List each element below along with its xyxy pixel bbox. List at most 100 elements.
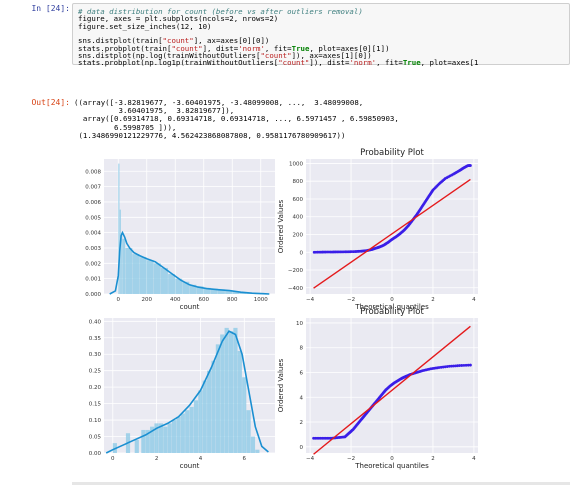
qq-point	[424, 368, 428, 372]
qq-point	[414, 214, 418, 218]
y-tick-label: 0.20	[89, 385, 102, 391]
y-tick-label: 0.005	[85, 215, 101, 221]
qq-point	[434, 366, 438, 370]
code-token: stats.probplot(train[	[78, 43, 172, 53]
y-tick-label: 10	[296, 321, 303, 327]
qq-point	[429, 367, 433, 371]
x-tick-label: 1000	[254, 297, 268, 303]
y-tick-label: 0.30	[89, 352, 102, 358]
qq-point	[389, 384, 393, 387]
qq-point	[359, 418, 363, 421]
qq-point	[389, 238, 393, 242]
qq-point	[312, 436, 315, 440]
histogram-bar	[171, 420, 177, 453]
qq-point	[452, 364, 455, 368]
qq-point	[436, 183, 440, 187]
qq-point	[332, 436, 336, 440]
qq-point	[342, 435, 346, 439]
qq-point	[448, 174, 452, 178]
qq-point	[406, 225, 409, 228]
plot-area	[306, 318, 478, 453]
qq-point	[366, 410, 370, 414]
histogram-bar	[246, 410, 251, 453]
qq-point	[429, 191, 433, 194]
qq-point	[413, 215, 417, 219]
qq-point	[458, 168, 462, 172]
code-token: 'norm'	[349, 58, 377, 68]
qq-point	[458, 364, 461, 367]
qq-point	[427, 367, 431, 371]
qq-point	[403, 375, 407, 379]
x-axis-label: Theoretical quantiles	[354, 303, 429, 311]
qq-point	[452, 172, 455, 176]
y-tick-label: 400	[293, 215, 304, 221]
qq-point	[373, 247, 377, 250]
code-line: figure.set_size_inches(12, 10)	[78, 22, 212, 31]
code-token: figure, axes = plt.subplots(ncols=2, nro…	[78, 14, 279, 24]
x-tick-label: −2	[347, 456, 355, 462]
qq-point	[402, 375, 406, 379]
qq-point	[382, 391, 385, 395]
qq-point	[337, 436, 341, 439]
code-token: ]), ax=axes[1][0])	[291, 50, 372, 60]
qq-point	[349, 430, 353, 434]
qq-point	[316, 250, 319, 254]
qq-point	[395, 234, 399, 238]
histogram-bar	[246, 293, 254, 294]
qq-point	[322, 436, 326, 440]
x-tick-label: 2	[155, 456, 159, 462]
qq-point	[314, 250, 318, 254]
code-cell[interactable]: # data distribution for count (before vs…	[72, 3, 570, 67]
qq-point	[400, 377, 403, 380]
fit-line	[313, 178, 471, 289]
histogram-bar	[122, 238, 126, 294]
qq-point	[374, 400, 378, 404]
histogram-bar	[153, 263, 161, 294]
qq-point	[458, 169, 461, 172]
qq-point	[335, 436, 339, 440]
histogram-bar	[145, 429, 150, 453]
qq-point	[422, 368, 426, 372]
x-tick-label: 400	[170, 297, 181, 303]
qq-point	[335, 250, 339, 254]
histogram-bar	[193, 400, 199, 453]
qq-point	[408, 373, 412, 377]
qq-point	[425, 198, 428, 202]
qq-point	[388, 239, 391, 243]
qq-point	[397, 233, 400, 237]
histogram-bar	[185, 410, 190, 453]
histogram-bar	[232, 291, 240, 294]
code-line: stats.probplot(np.log1p(trainWithoutOutl…	[78, 58, 479, 67]
qq-point	[392, 381, 396, 385]
qq-point	[355, 423, 359, 426]
qq-point	[367, 248, 371, 252]
qq-point	[405, 374, 409, 378]
qq-point	[461, 167, 465, 170]
qq-point	[363, 249, 367, 253]
code-token: figure.set_size_inches(12, 10)	[78, 21, 212, 31]
qq-point	[393, 235, 397, 239]
qq-point	[462, 363, 466, 367]
code-line: sns.distplot(train["count"], ax=axes[0][…	[78, 36, 269, 45]
histogram-bar	[189, 284, 197, 294]
histogram-bar	[210, 288, 218, 294]
qq-point	[415, 371, 418, 374]
code-token: stats.probplot(np.log1p(trainWithoutOutl…	[78, 58, 279, 68]
y-tick-label: 0	[300, 445, 304, 451]
qq-point	[417, 370, 421, 374]
qq-point	[380, 393, 384, 397]
code-token: sns.distplot(np.log(trainWithoutOutliers…	[78, 50, 261, 60]
qq-point	[357, 249, 361, 253]
qq-point	[432, 187, 436, 191]
qq-point	[445, 176, 449, 180]
histogram-bar	[182, 281, 190, 294]
qq-point	[410, 372, 414, 376]
qq-point	[384, 242, 387, 246]
output-line: 3.60401975, 3.82819677]),	[74, 106, 235, 116]
qq-point	[396, 379, 400, 382]
y-tick-label: 0	[300, 250, 304, 256]
qq-point	[378, 245, 382, 249]
qq-point	[347, 250, 350, 254]
qq-point	[364, 412, 368, 416]
qq-point	[383, 389, 387, 393]
